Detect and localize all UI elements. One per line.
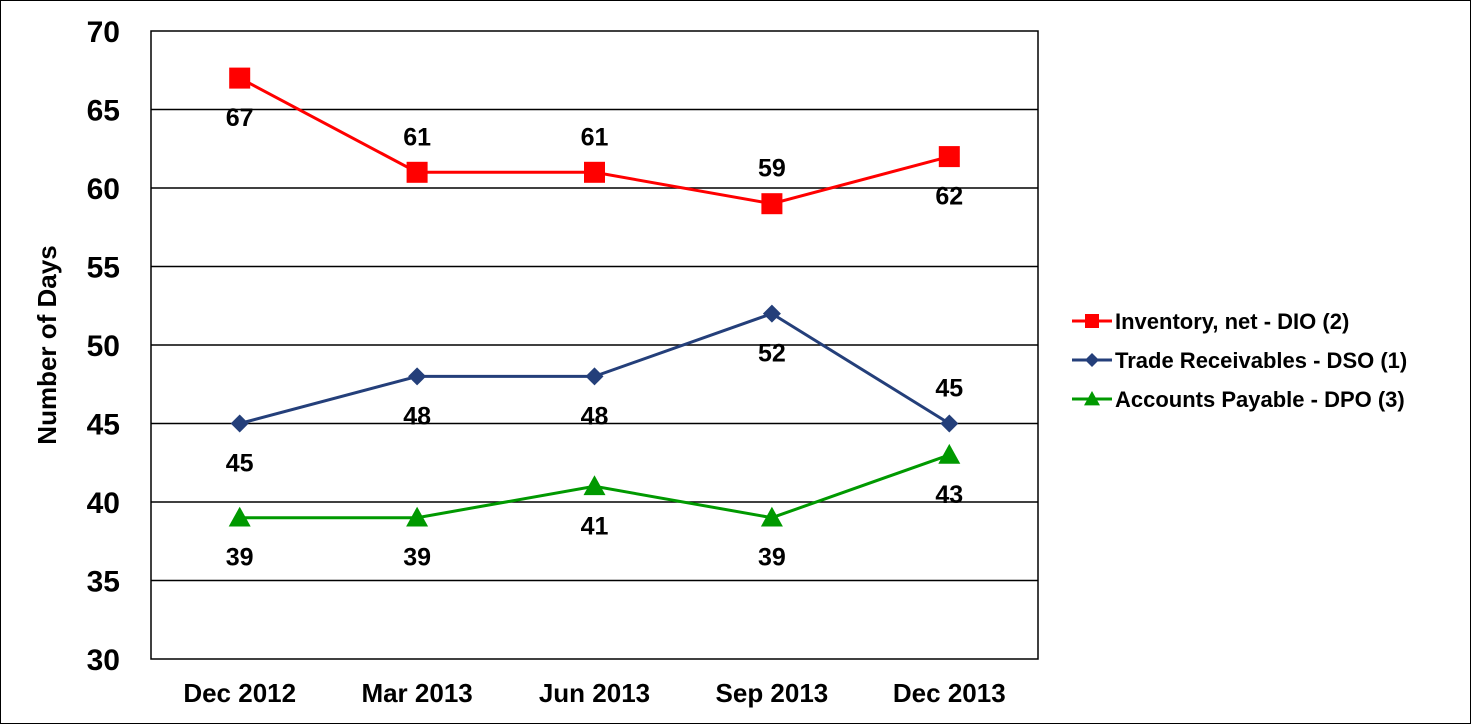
y-tick-label-65: 65 xyxy=(87,95,120,128)
legend-label: Inventory, net - DIO (2) xyxy=(1115,309,1349,334)
data-label-trade-receivables-dso-1-4: 45 xyxy=(935,375,963,403)
legend-label: Trade Receivables - DSO (1) xyxy=(1115,348,1407,373)
data-point-inventory-net-dio-2-3 xyxy=(761,193,783,215)
data-label-accounts-payable-dpo-3-1: 39 xyxy=(403,544,431,572)
x-tick-label-dec-2012: Dec 2012 xyxy=(183,678,296,708)
data-point-inventory-net-dio-2-2 xyxy=(584,161,605,183)
data-point-trade-receivables-dso-1-3 xyxy=(762,304,781,323)
data-point-trade-receivables-dso-1-4 xyxy=(940,414,959,433)
legend-marker xyxy=(1084,391,1100,406)
x-tick-label-dec-2013: Dec 2013 xyxy=(893,678,1006,708)
y-tick-label-55: 55 xyxy=(87,252,120,285)
series-trade-receivables-dso-1 xyxy=(230,304,959,433)
data-label-trade-receivables-dso-1-2: 48 xyxy=(581,402,609,430)
data-point-accounts-payable-dpo-3-2 xyxy=(583,475,606,496)
data-label-inventory-net-dio-2-4: 62 xyxy=(935,183,963,211)
series-accounts-payable-dpo-3 xyxy=(228,443,961,527)
data-label-trade-receivables-dso-1-0: 45 xyxy=(226,450,254,478)
data-label-trade-receivables-dso-1-3: 52 xyxy=(758,340,786,368)
y-axis-ticks: 30 35 40 45 50 55 60 65 70 xyxy=(87,16,120,677)
y-tick-label-35: 35 xyxy=(87,566,120,599)
legend-item-inventory-net-dio-2: Inventory, net - DIO (2) xyxy=(1072,309,1349,334)
series-layer xyxy=(228,67,961,527)
data-point-accounts-payable-dpo-3-4 xyxy=(938,443,961,464)
y-tick-label-60: 60 xyxy=(87,173,120,206)
data-label-accounts-payable-dpo-3-3: 39 xyxy=(758,544,786,572)
data-point-accounts-payable-dpo-3-3 xyxy=(760,506,783,527)
data-point-inventory-net-dio-2-0 xyxy=(229,67,251,89)
data-label-inventory-net-dio-2-1: 61 xyxy=(403,123,431,151)
data-labels: 67 61 61 59 62 45 48 48 52 45 39 39 41 39 43 xyxy=(226,104,964,572)
legend-marker xyxy=(1085,353,1099,367)
legend-item-accounts-payable-dpo-3: Accounts Payable - DPO (3) xyxy=(1072,387,1405,412)
data-point-inventory-net-dio-2-4 xyxy=(938,146,960,168)
data-point-inventory-net-dio-2-1 xyxy=(406,161,428,183)
data-point-trade-receivables-dso-1-2 xyxy=(585,367,604,386)
legend-item-trade-receivables-dso-1: Trade Receivables - DSO (1) xyxy=(1072,348,1407,373)
y-tick-label-40: 40 xyxy=(87,487,120,520)
y-tick-label-30: 30 xyxy=(87,644,120,677)
data-label-accounts-payable-dpo-3-0: 39 xyxy=(226,544,254,572)
x-axis-ticks: Dec 2012 Mar 2013 Jun 2013 Sep 2013 Dec 2013 xyxy=(183,678,1005,708)
data-label-inventory-net-dio-2-0: 67 xyxy=(226,104,254,132)
y-tick-label-45: 45 xyxy=(87,409,120,442)
x-tick-label-jun-2013: Jun 2013 xyxy=(539,678,650,708)
data-point-accounts-payable-dpo-3-1 xyxy=(406,506,429,527)
series-inventory-net-dio-2 xyxy=(229,67,960,215)
data-label-inventory-net-dio-2-3: 59 xyxy=(758,155,786,183)
data-label-inventory-net-dio-2-2: 61 xyxy=(581,123,609,151)
data-label-trade-receivables-dso-1-1: 48 xyxy=(403,402,431,430)
legend-marker xyxy=(1085,314,1099,328)
x-tick-label-mar-2013: Mar 2013 xyxy=(361,678,472,708)
data-point-trade-receivables-dso-1-0 xyxy=(230,414,249,433)
x-tick-label-sep-2013: Sep 2013 xyxy=(716,678,829,708)
y-tick-label-70: 70 xyxy=(87,16,120,49)
y-axis-label: Number of Days xyxy=(32,245,62,444)
legend: Inventory, net - DIO (2) Trade Receivable… xyxy=(1072,309,1407,412)
data-point-trade-receivables-dso-1-1 xyxy=(408,367,427,386)
data-label-accounts-payable-dpo-3-4: 43 xyxy=(935,481,963,509)
y-tick-label-50: 50 xyxy=(87,330,120,363)
legend-label: Accounts Payable - DPO (3) xyxy=(1115,387,1405,412)
data-point-accounts-payable-dpo-3-0 xyxy=(228,506,251,527)
data-label-accounts-payable-dpo-3-2: 41 xyxy=(581,512,609,540)
